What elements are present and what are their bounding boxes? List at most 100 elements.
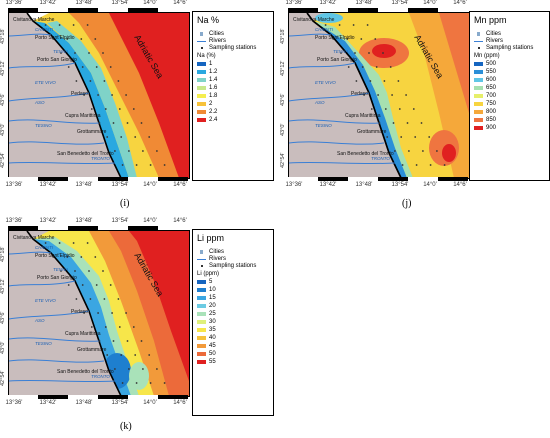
- x-tick: 13°54': [111, 0, 129, 6]
- sampling-station: [104, 108, 107, 110]
- legend-swatch: [474, 110, 483, 114]
- city-label: Porto San Giorgio: [37, 57, 77, 63]
- y-tick: 43°0': [280, 123, 286, 136]
- sampling-station: [391, 94, 393, 96]
- y-tick: 43°18': [0, 246, 6, 263]
- caption-k: (k): [120, 421, 132, 432]
- sampling-station: [400, 136, 403, 138]
- sampling-station: [363, 94, 365, 96]
- legend-class-label: 30: [209, 319, 216, 325]
- x-tick: 13°48': [355, 0, 373, 6]
- sampling-station: [149, 164, 152, 166]
- sampling-station: [75, 298, 78, 300]
- map-li[interactable]: Adriatic Sea Civitanova Marche Porto San…: [8, 230, 190, 397]
- sampling-station: [163, 164, 166, 166]
- sampling-station: [422, 150, 424, 152]
- sampling-station: [374, 38, 377, 40]
- sampling-station: [140, 340, 143, 342]
- x-tick: 13°48': [75, 182, 93, 188]
- sampling-station: [360, 38, 363, 40]
- map-na[interactable]: Adriatic Sea Civitanova Marche Porto San…: [8, 12, 190, 179]
- river-label: TENNA: [333, 49, 349, 54]
- legend-class-label: 1.6: [209, 85, 218, 91]
- sampling-station: [114, 368, 116, 370]
- sampling-station: [443, 164, 446, 166]
- sampling-station: [44, 242, 47, 244]
- legend-mn: Mn ppm Cities Rivers Sampling stations M…: [469, 11, 550, 181]
- sampling-station: [134, 136, 137, 138]
- sampling-station: [120, 136, 123, 138]
- legend-class-label: 2: [209, 101, 213, 107]
- legend-swatch: [474, 126, 483, 130]
- sampling-station: [428, 136, 431, 138]
- li-map-svg: [9, 231, 189, 396]
- legend-swatch: [197, 344, 206, 348]
- sampling-station: [83, 312, 85, 314]
- sampling-station: [142, 150, 144, 152]
- panel-li: Adriatic Sea Civitanova Marche Porto San…: [0, 218, 275, 438]
- sampling-station: [135, 164, 138, 166]
- river-label: TRONTO: [91, 156, 110, 161]
- sampling-station: [140, 122, 143, 124]
- x-tick: 13°42': [39, 182, 57, 188]
- legend-swatch: [197, 62, 206, 66]
- sampling-station: [117, 298, 120, 300]
- sampling-station: [121, 164, 124, 166]
- sampling-station: [397, 80, 400, 82]
- sampling-station: [94, 256, 97, 258]
- river-label: ETE VIVO: [35, 80, 56, 85]
- sampling-station: [361, 66, 364, 68]
- legend-class-label: 35: [209, 327, 216, 333]
- river-label: CHIENTI: [35, 245, 53, 250]
- legend-swatch: [197, 288, 206, 292]
- sampling-station: [97, 94, 99, 96]
- sampling-station: [132, 326, 135, 328]
- map-mn[interactable]: Adriatic Sea Civitanova Marche Porto San…: [288, 12, 470, 179]
- legend-class-label: 40: [209, 335, 216, 341]
- sampling-station: [66, 256, 69, 258]
- sampling-station: [95, 284, 98, 286]
- x-tick: 13°54': [391, 182, 409, 188]
- sampling-station: [98, 340, 101, 342]
- sampling-station: [111, 312, 113, 314]
- sampling-station: [412, 108, 415, 110]
- legend-title: Li ppm: [197, 233, 225, 243]
- legend-swatch: [197, 280, 206, 284]
- sampling-station: [52, 256, 55, 258]
- sampling-station: [401, 164, 404, 166]
- legend-class-label: 2.4: [209, 117, 218, 123]
- city-label: Porto Sant'Elpidio: [35, 253, 75, 259]
- sampling-station: [436, 150, 438, 152]
- sampling-station: [394, 150, 396, 152]
- sampling-station: [134, 354, 137, 356]
- sampling-station: [118, 108, 121, 110]
- legend-class-label: 900: [486, 125, 497, 131]
- x-tick: 13°48': [75, 400, 93, 406]
- legend-na: Na % Cities Rivers Sampling stations Na …: [192, 11, 274, 181]
- sampling-station: [102, 270, 104, 272]
- sampling-station: [148, 354, 151, 356]
- sampling-station: [125, 312, 127, 314]
- river-label: TENNA: [53, 49, 69, 54]
- city-label: Cupra Marittima: [345, 113, 381, 119]
- sampling-station: [117, 80, 120, 82]
- x-tick: 13°42': [319, 182, 337, 188]
- panel-mn: Adriatic Sea Civitanova Marche Porto San…: [280, 0, 550, 210]
- sampling-station: [149, 382, 152, 384]
- x-tick: 14°6': [453, 182, 467, 188]
- sampling-station: [369, 80, 372, 82]
- legend-swatch: [197, 352, 206, 356]
- sampling-station: [97, 312, 99, 314]
- scale-bar-bottom: [288, 177, 468, 181]
- legend-class-label: 20: [209, 303, 216, 309]
- caption-i: (i): [120, 198, 130, 209]
- legend-swatch: [474, 118, 483, 122]
- city-label: San Benedetto del Tronto: [337, 151, 394, 157]
- x-tick: 14°6': [173, 0, 187, 6]
- sampling-station: [383, 80, 386, 82]
- sampling-station: [382, 52, 384, 54]
- legend-class-label: 15: [209, 295, 216, 301]
- sampling-station: [89, 298, 92, 300]
- y-tick: 43°12': [0, 60, 6, 77]
- x-tick: 14°6': [173, 218, 187, 224]
